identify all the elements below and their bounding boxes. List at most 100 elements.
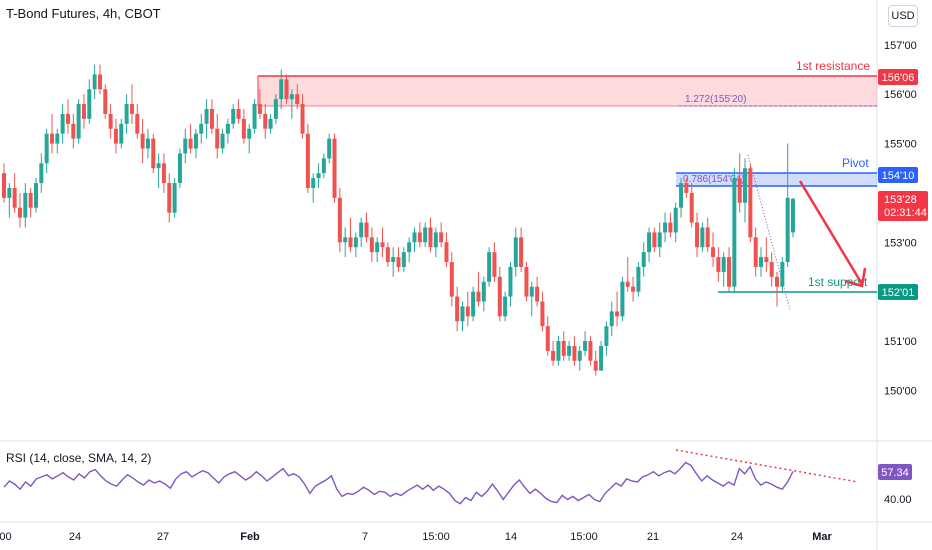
- candle: [119, 118, 124, 149]
- svg-text:152'01: 152'01: [882, 287, 915, 299]
- candle: [343, 227, 348, 258]
- forecast-arrow[interactable]: [798, 180, 867, 288]
- price-tick-label: 155'00: [884, 139, 917, 151]
- candle: [567, 341, 572, 361]
- candle: [577, 345, 582, 371]
- price-tick-label: 157'00: [884, 40, 917, 52]
- candle: [55, 128, 60, 154]
- candle: [513, 227, 518, 277]
- candle: [353, 232, 358, 258]
- price-tick-label: 151'00: [884, 336, 917, 348]
- candle: [257, 89, 262, 119]
- candle: [375, 237, 380, 263]
- candle: [316, 163, 321, 188]
- candle: [204, 99, 209, 139]
- candle: [49, 113, 54, 154]
- candle: [273, 94, 278, 124]
- pivot-price-badge: 154'10: [878, 167, 918, 183]
- candle: [140, 118, 145, 164]
- resistance-zone[interactable]: [258, 76, 877, 106]
- pivot-label: Pivot: [842, 156, 869, 170]
- candle: [65, 99, 70, 134]
- candle: [551, 341, 556, 366]
- candle: [769, 252, 774, 287]
- candle: [689, 183, 694, 228]
- candle: [711, 232, 716, 267]
- candle: [177, 148, 182, 188]
- candle: [753, 227, 758, 277]
- candle: [385, 242, 390, 267]
- candle: [695, 212, 700, 258]
- rsi-trendline[interactable]: [675, 449, 859, 483]
- candle: [327, 133, 332, 164]
- candle: [284, 74, 289, 105]
- candle: [396, 247, 401, 272]
- candle: [583, 331, 588, 356]
- resistance-label: 1st resistance: [796, 59, 870, 73]
- candle: [471, 286, 476, 322]
- candle: [679, 178, 684, 218]
- candle: [492, 242, 497, 282]
- candle: [561, 331, 566, 361]
- rsi-line: [3, 461, 794, 505]
- rsi-title: RSI (14, close, SMA, 14, 2): [6, 451, 152, 465]
- candle: [311, 173, 316, 203]
- candle: [727, 247, 732, 292]
- candle: [641, 242, 646, 277]
- time-tick-label: 27: [157, 531, 169, 543]
- time-axis[interactable]: :00 24 27 Feb 7 15:00 14 15:00 21 24 Mar: [0, 531, 832, 543]
- time-tick-label: 14: [505, 531, 517, 543]
- time-tick-label: 21: [647, 531, 659, 543]
- candle: [215, 113, 220, 159]
- candle: [145, 128, 150, 159]
- candle: [28, 187, 33, 218]
- price-tick-label: 156'00: [884, 89, 917, 101]
- candle: [668, 212, 673, 238]
- candle: [401, 247, 406, 272]
- candle: [663, 212, 668, 243]
- candle: [193, 128, 198, 159]
- candle: [545, 316, 550, 356]
- candle: [412, 227, 417, 253]
- candle: [764, 237, 769, 272]
- svg-text:156'06: 156'06: [882, 72, 915, 84]
- candle: [423, 222, 428, 248]
- candle: [103, 84, 108, 119]
- support-label: 1st support: [808, 275, 868, 289]
- time-tick-label: Mar: [812, 531, 832, 543]
- support-price-badge: 152'01: [878, 284, 918, 300]
- candle: [220, 128, 225, 154]
- candle: [161, 153, 166, 193]
- candle: [540, 291, 545, 332]
- candle: [556, 336, 561, 366]
- candle: [407, 237, 412, 263]
- candle: [609, 301, 614, 337]
- candle: [428, 217, 433, 253]
- candle: [369, 227, 374, 263]
- candle: [60, 104, 65, 144]
- candle: [449, 252, 454, 307]
- candle: [481, 276, 486, 312]
- candle: [236, 99, 241, 124]
- candle: [199, 113, 204, 144]
- candle: [188, 123, 193, 154]
- candle: [700, 222, 705, 253]
- currency-selector[interactable]: USD: [888, 5, 918, 27]
- candle: [113, 118, 118, 154]
- candle: [433, 227, 438, 258]
- candle: [300, 94, 305, 139]
- candle: [652, 227, 657, 253]
- rsi-level-label: 40.00: [884, 494, 912, 506]
- candle: [295, 84, 300, 109]
- candle: [279, 69, 284, 109]
- candle: [631, 276, 636, 302]
- svg-text:154'10: 154'10: [882, 170, 915, 182]
- time-tick-label: 15:00: [570, 531, 598, 543]
- pivot-zone[interactable]: [676, 173, 877, 186]
- candle: [348, 217, 353, 253]
- candle: [33, 178, 38, 213]
- candle: [705, 217, 710, 253]
- price-axis[interactable]: 157'00 156'00 155'00 153'00 151'00 150'00: [884, 40, 917, 398]
- candle: [268, 113, 273, 134]
